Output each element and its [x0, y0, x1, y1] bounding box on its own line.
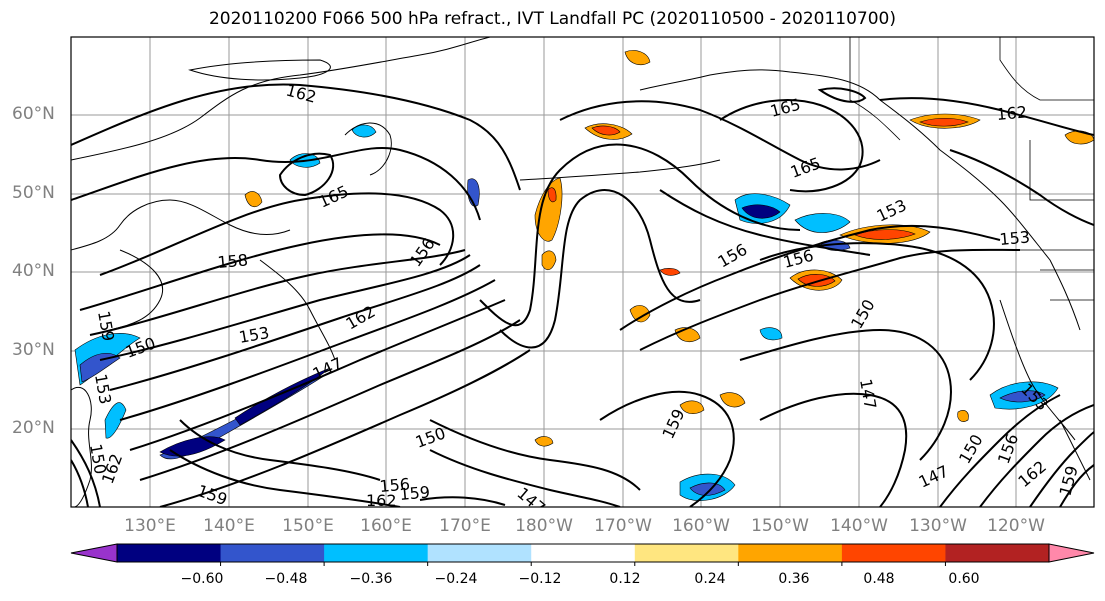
- colorbar-bin: [945, 544, 1050, 562]
- lon-label: 150°W: [751, 516, 809, 536]
- contour-label: 162: [366, 491, 397, 510]
- lon-label: 130°E: [124, 516, 176, 536]
- contour-label: 153: [999, 227, 1031, 249]
- lon-label: 170°W: [594, 516, 652, 536]
- lat-label: 40°N: [12, 261, 55, 281]
- gridlines: [71, 37, 1094, 507]
- lon-label: 150°E: [282, 516, 334, 536]
- colorbar-bin: [841, 544, 946, 562]
- lat-label: 50°N: [12, 183, 55, 203]
- colorbar-bin: [634, 544, 739, 562]
- colorbar-tick-label: 0.36: [778, 571, 810, 587]
- lat-label: 60°N: [12, 104, 55, 124]
- contour-label: 158: [217, 250, 249, 272]
- colorbar-tick-label: 0.12: [609, 571, 641, 587]
- boundaries: [849, 37, 1094, 301]
- colorbar-bin: [427, 544, 532, 562]
- colorbar-extend-high: [1048, 543, 1095, 563]
- colorbar-bin: [220, 544, 325, 562]
- lon-label: 180°W: [515, 516, 573, 536]
- colorbar-tick-label: 0.24: [694, 571, 726, 587]
- colorbar-extend-low: [70, 543, 118, 563]
- colorbar-bin: [738, 544, 843, 562]
- contour-label: 156: [379, 474, 411, 496]
- map-frame: [70, 36, 1095, 508]
- lon-label: 120°W: [987, 516, 1045, 536]
- colorbar-tick-label: 0.48: [863, 571, 895, 587]
- colorbar-tick-label: 0.60: [948, 571, 980, 587]
- lat-label: 30°N: [12, 340, 55, 360]
- colorbar-tick-label: −0.48: [264, 571, 308, 587]
- lon-label: 170°E: [439, 516, 491, 536]
- contour-label: 162: [996, 102, 1028, 124]
- colorbar-bin: [324, 544, 429, 562]
- colorbar-bins: [117, 544, 1050, 562]
- colorbar-tick-label: −0.36: [349, 571, 393, 587]
- colorbar-frame: [116, 543, 1050, 563]
- lat-label: 20°N: [12, 418, 55, 438]
- contour-lines: [71, 83, 1094, 507]
- lon-label: 160°W: [672, 516, 730, 536]
- map-title: 2020110200 F066 500 hPa refract., IVT La…: [208, 9, 896, 29]
- colorbar-bin: [531, 544, 636, 562]
- colorbar-tick-label: −0.60: [180, 571, 224, 587]
- colorbar-tick-label: −0.12: [518, 571, 562, 587]
- lon-label: 140°W: [830, 516, 888, 536]
- lon-label: 130°W: [909, 516, 967, 536]
- colorbar: [70, 543, 1095, 566]
- lon-label: 160°E: [360, 516, 412, 536]
- lon-label: 140°E: [203, 516, 255, 536]
- contour-label: 159: [399, 482, 431, 504]
- colorbar-bin: [117, 544, 222, 562]
- colorbar-tick-label: −0.24: [434, 571, 478, 587]
